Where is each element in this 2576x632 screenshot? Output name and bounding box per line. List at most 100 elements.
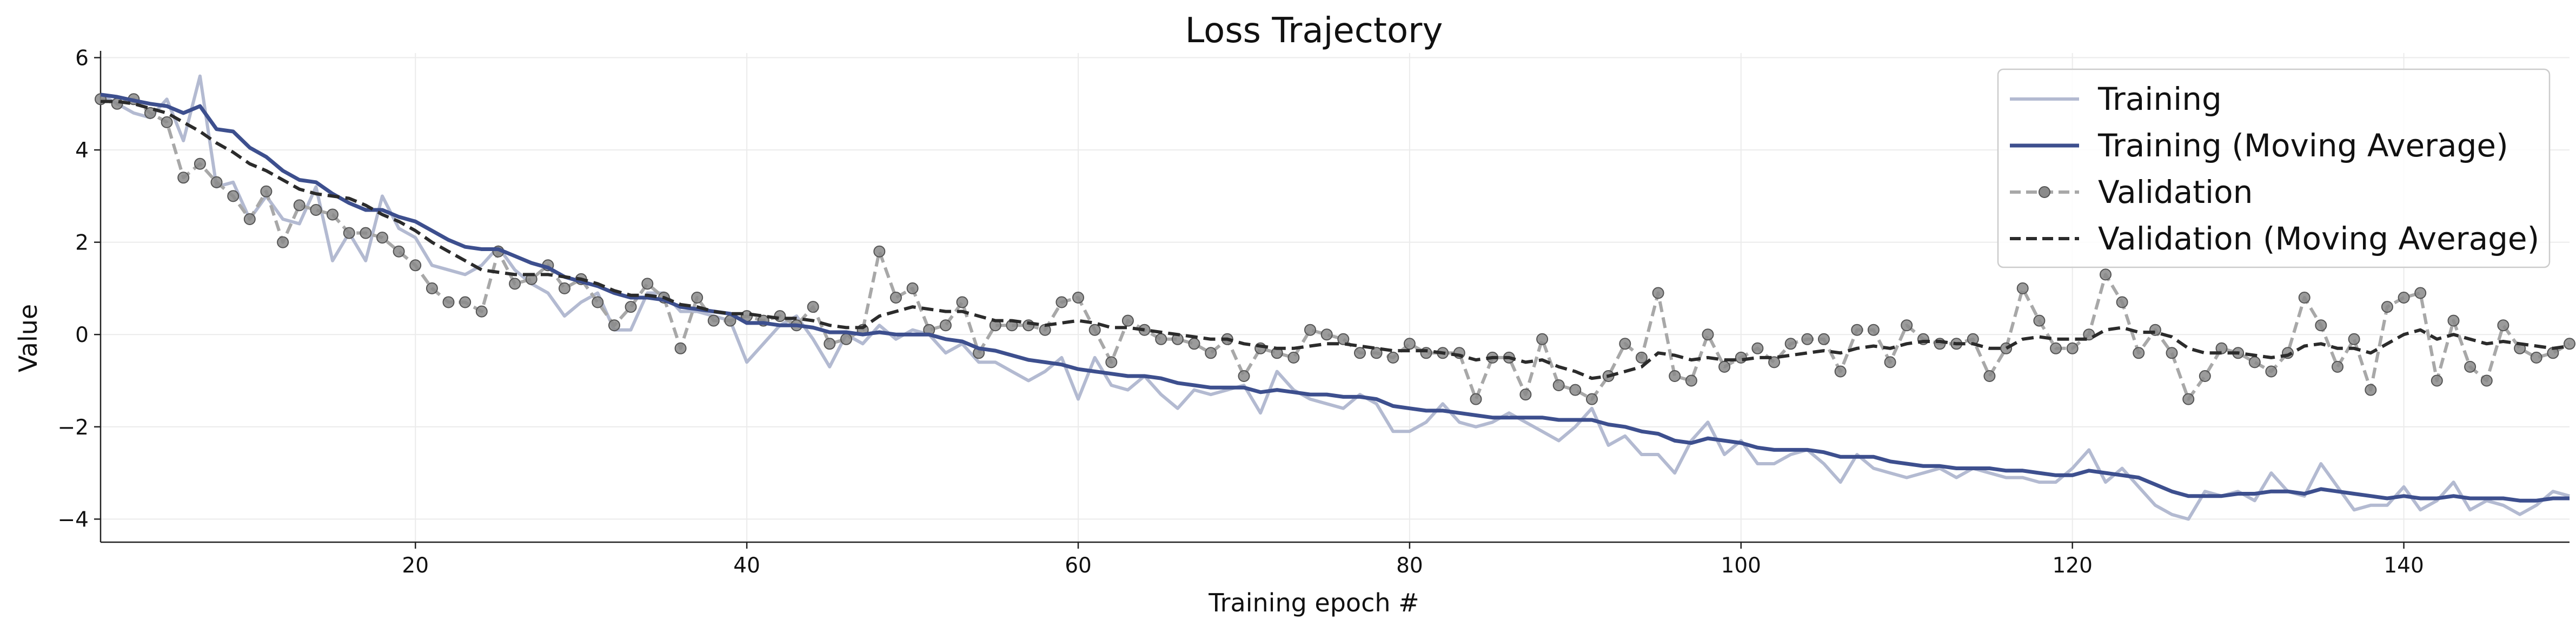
- validation-point: [1337, 333, 1350, 345]
- validation-point: [260, 185, 273, 198]
- validation-point: [1669, 370, 1681, 382]
- legend-label-3: Validation (Moving Average): [2098, 220, 2539, 257]
- validation-point: [1901, 319, 1913, 332]
- validation-point: [111, 97, 123, 110]
- validation-point: [1652, 287, 1664, 299]
- validation-point: [2464, 360, 2477, 373]
- validation-point: [1768, 356, 1781, 368]
- y-axis-label: Value: [14, 304, 43, 372]
- validation-point: [376, 232, 388, 244]
- validation-point: [1685, 374, 1697, 387]
- validation-point: [691, 292, 703, 304]
- validation-point: [1635, 351, 1648, 364]
- validation-point: [1304, 324, 1316, 336]
- validation-point: [1851, 324, 1863, 336]
- validation-point: [2480, 374, 2493, 387]
- x-tick-label: 100: [1721, 554, 1761, 578]
- validation-point: [2133, 347, 2145, 359]
- validation-point: [641, 278, 654, 290]
- validation-point: [2564, 338, 2575, 350]
- validation-point: [2248, 356, 2261, 368]
- x-tick-label: 60: [1065, 554, 1092, 578]
- validation-point: [426, 282, 438, 294]
- validation-point: [2431, 374, 2443, 387]
- validation-point: [707, 314, 720, 327]
- validation-point: [1387, 351, 1399, 364]
- legend-label-0: Training: [2097, 81, 2222, 117]
- validation-point: [939, 319, 952, 332]
- x-tick-label: 20: [402, 554, 429, 578]
- validation-point: [1751, 342, 1764, 354]
- validation-point: [1088, 324, 1101, 336]
- validation-point: [177, 172, 190, 184]
- validation-point: [840, 333, 852, 345]
- validation-point: [1735, 351, 1747, 364]
- validation-point: [227, 190, 240, 202]
- validation-point: [889, 292, 902, 304]
- y-tick-label: −4: [58, 508, 89, 532]
- axes: [99, 51, 2570, 543]
- validation-point: [442, 296, 455, 308]
- validation-point: [1188, 338, 1200, 350]
- validation-point: [807, 301, 819, 313]
- validation-point: [1884, 356, 1896, 368]
- validation-point: [592, 296, 604, 308]
- validation-point: [1055, 296, 1068, 308]
- x-axis-label: Training epoch #: [1208, 588, 1419, 617]
- validation-point: [2530, 351, 2542, 364]
- legend: Training Training (Moving Average) Validat…: [1997, 68, 2551, 268]
- legend-marker: [2039, 186, 2050, 198]
- validation-point: [2116, 296, 2128, 308]
- validation-point: [774, 310, 786, 322]
- y-tick-label: −2: [58, 416, 89, 440]
- validation-point: [194, 157, 206, 170]
- validation-point: [1354, 347, 1366, 359]
- validation-point: [2365, 384, 2377, 396]
- validation-point: [2381, 301, 2393, 313]
- y-tick-label: 4: [75, 139, 89, 163]
- validation-point: [1205, 347, 1217, 359]
- validation-point: [409, 259, 422, 272]
- validation-point: [343, 227, 355, 239]
- validation-point: [1552, 379, 1565, 391]
- validation-point: [625, 301, 637, 313]
- validation-point: [2033, 314, 2046, 327]
- y-tick-label: 2: [75, 231, 89, 255]
- validation-point: [559, 282, 570, 294]
- validation-point: [2050, 342, 2062, 354]
- validation-point: [2447, 314, 2460, 327]
- x-tick-label: 120: [2052, 554, 2092, 578]
- validation-point: [1867, 324, 1880, 336]
- legend-label-1: Training (Moving Average): [2097, 127, 2508, 164]
- validation-point: [1470, 393, 1482, 405]
- validation-point: [1072, 292, 1084, 304]
- validation-point: [1403, 338, 1416, 350]
- validation-point: [608, 319, 620, 332]
- validation-point: [509, 278, 521, 290]
- validation-point: [906, 282, 919, 294]
- legend-label-2: Validation: [2098, 174, 2253, 210]
- validation-point: [2016, 282, 2029, 294]
- validation-point: [210, 176, 223, 188]
- validation-point: [1784, 338, 1797, 350]
- validation-point: [1801, 333, 1814, 345]
- validation-point: [2298, 292, 2311, 304]
- validation-point: [1121, 314, 1134, 327]
- y-tick-label: 6: [75, 47, 89, 71]
- series-line-1: [100, 93, 2570, 503]
- validation-point: [2414, 287, 2427, 299]
- x-tick-label: 140: [2384, 554, 2424, 578]
- validation-point: [1702, 328, 1714, 341]
- validation-point: [873, 245, 886, 258]
- validation-point: [2166, 347, 2178, 359]
- series-line-3: [101, 100, 2570, 380]
- validation-point: [1320, 328, 1333, 341]
- validation-point: [1983, 370, 1996, 382]
- validation-point: [1586, 393, 1598, 405]
- validation-point: [1287, 351, 1300, 364]
- validation-point: [327, 208, 338, 221]
- validation-point: [2066, 342, 2079, 354]
- validation-point: [2332, 360, 2343, 373]
- validation-point: [2315, 319, 2327, 332]
